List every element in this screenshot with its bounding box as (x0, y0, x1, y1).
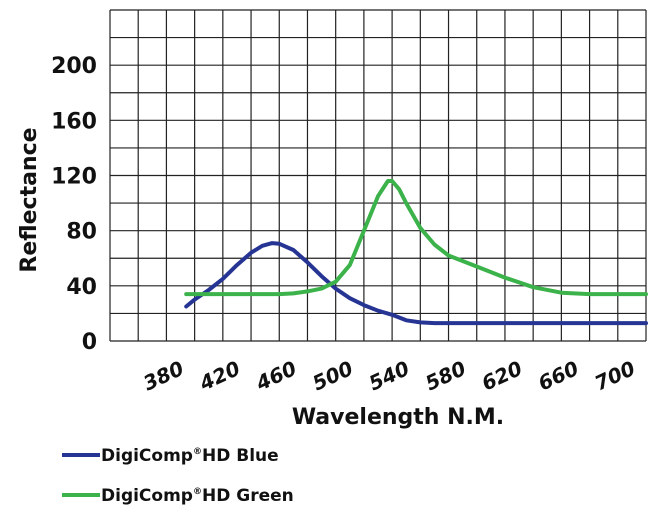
x-tick-label: 660 (534, 356, 582, 395)
y-tick-label: 120 (51, 165, 97, 190)
y-tick-label: 40 (66, 275, 97, 300)
x-tick-label: 580 (422, 356, 470, 395)
grid (109, 9, 647, 342)
series-line-green (184, 179, 648, 297)
y-tick-label: 160 (51, 109, 97, 134)
x-tick-label: 380 (139, 356, 187, 395)
x-tick-label: 540 (365, 356, 413, 395)
series-line-blue (184, 241, 648, 326)
y-tick-label: 0 (82, 330, 97, 355)
x-tick-label: 460 (251, 356, 300, 396)
x-tick-label: 620 (478, 356, 526, 395)
x-tick-label: 500 (309, 356, 357, 395)
legend: DigiComp®HD Blue DigiComp®HD Green (62, 446, 294, 506)
x-tick-label: 420 (195, 356, 244, 396)
legend-label: DigiComp®HD Blue (101, 446, 279, 466)
x-axis-label: Wavelength N.M. (292, 405, 504, 430)
y-tick-label: 200 (51, 54, 97, 79)
y-axis-label: Reflectance (17, 127, 42, 272)
legend-label: DigiComp®HD Green (101, 486, 294, 506)
x-tick-label: 700 (591, 356, 639, 395)
y-tick-label: 80 (66, 220, 97, 245)
x-tick-labels: 380 420 460 500 540 580 620 660 700 (139, 356, 638, 396)
plot-lines (184, 179, 648, 326)
y-tick-labels: 0 40 80 120 160 200 (51, 54, 97, 355)
